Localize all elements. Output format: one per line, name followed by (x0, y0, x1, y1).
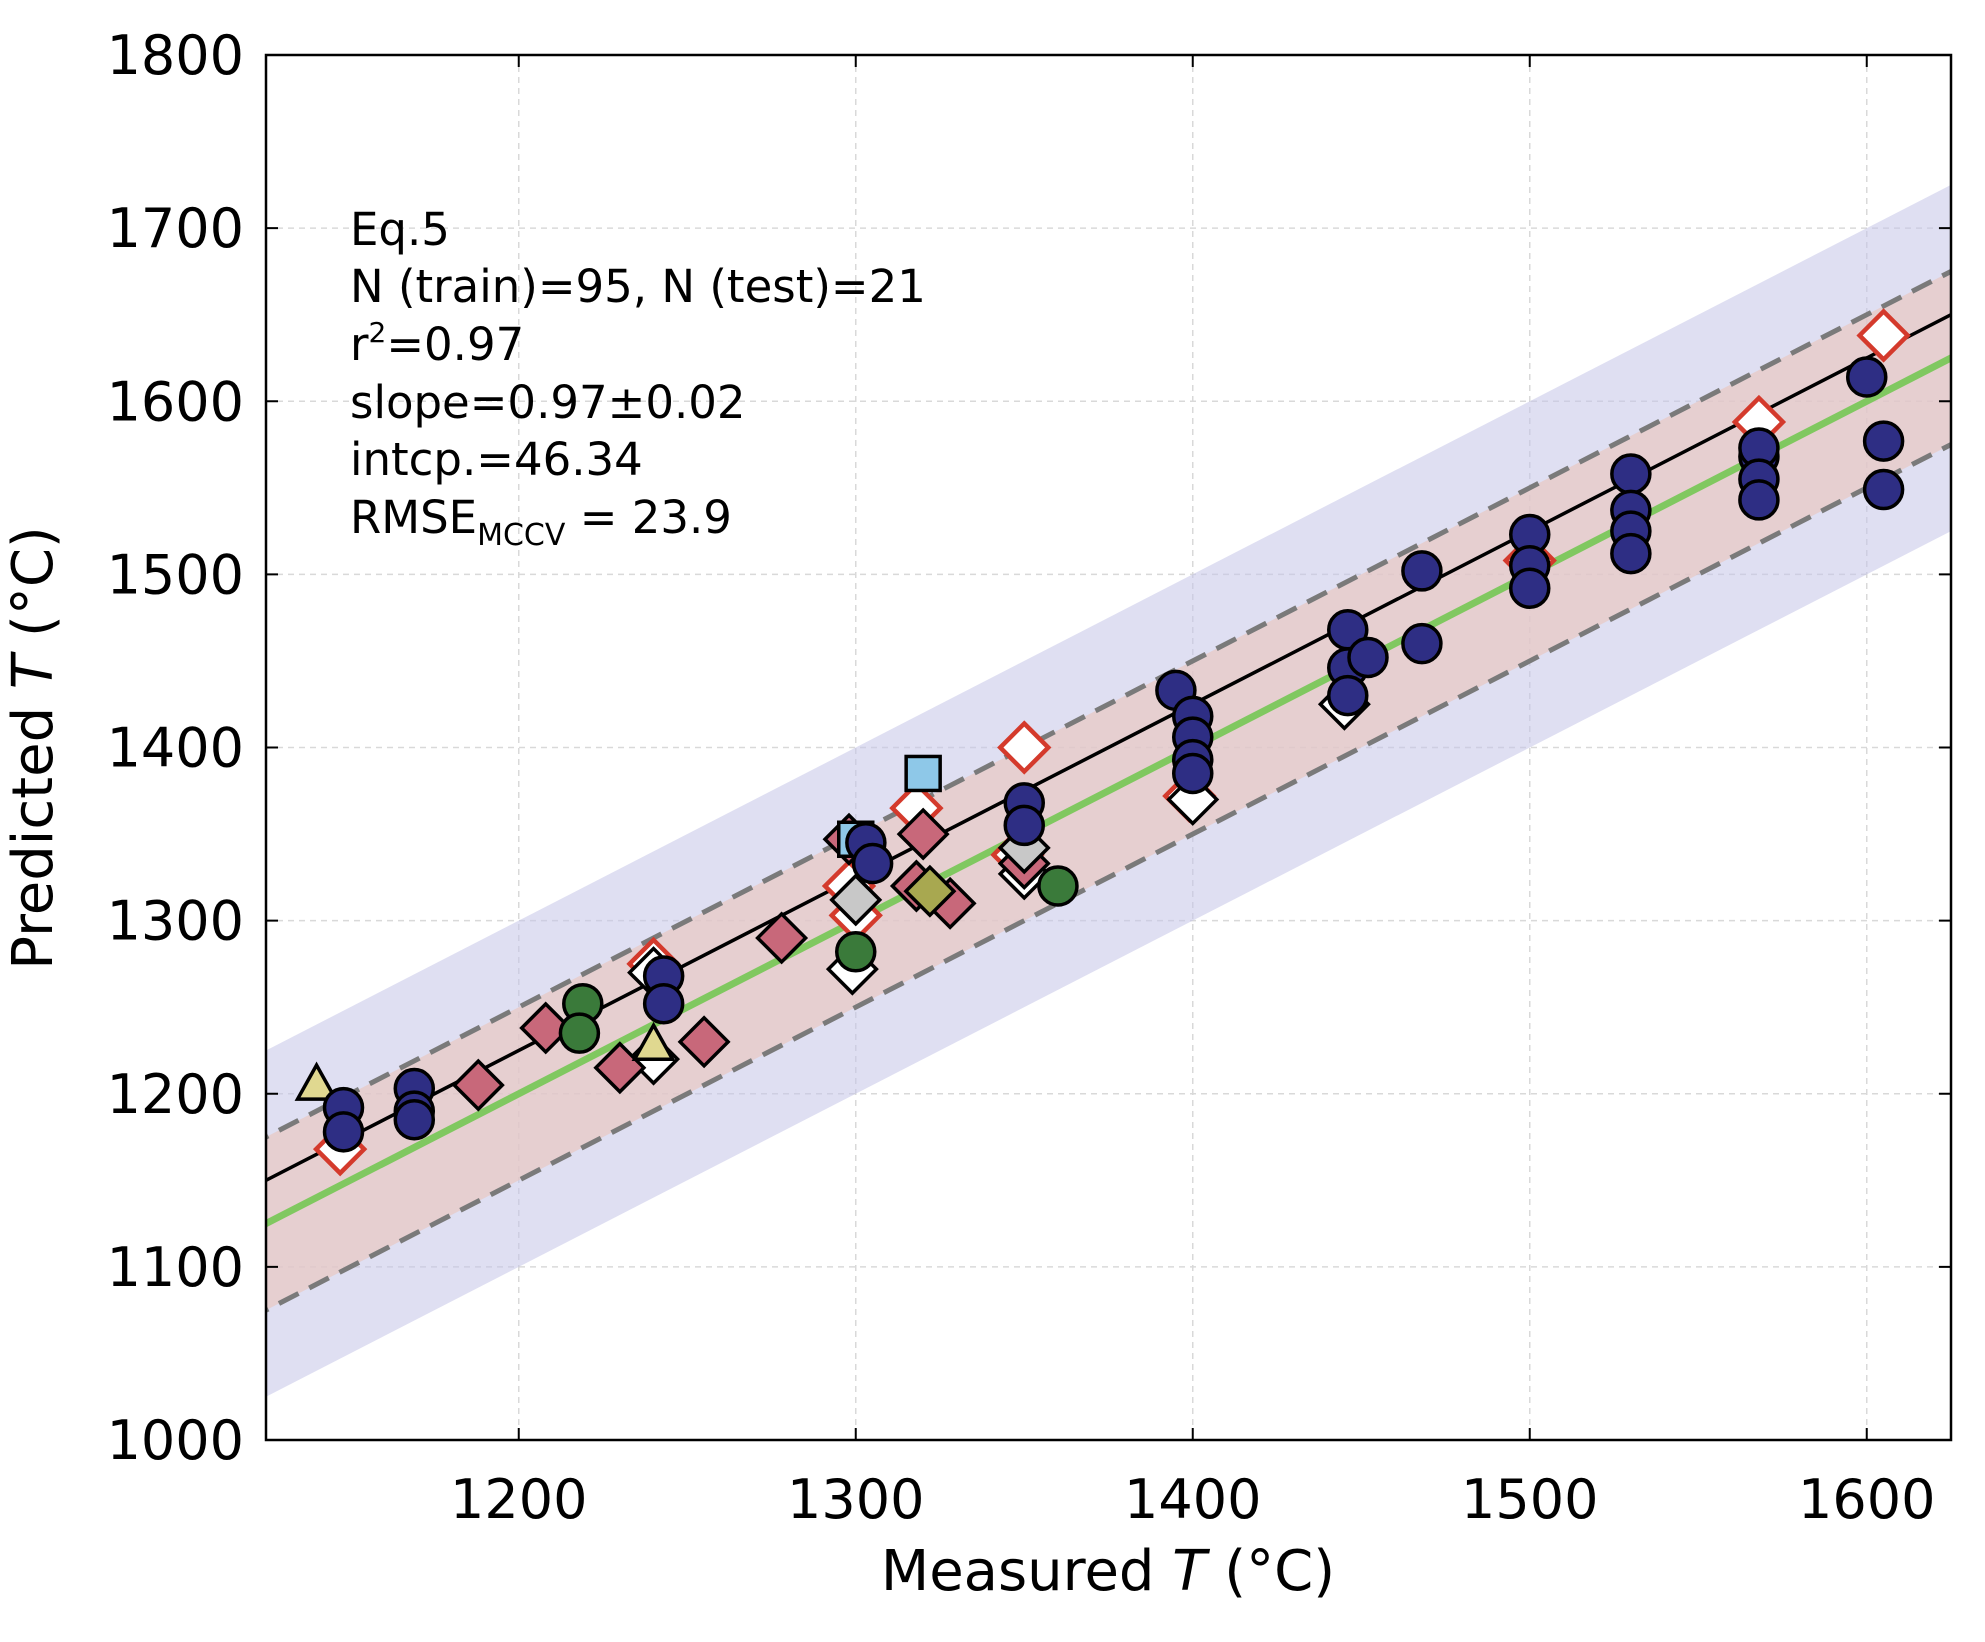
y-tick-label: 1100 (107, 1236, 244, 1299)
data-points (294, 308, 1911, 1177)
y-tick-label: 1200 (107, 1063, 244, 1126)
diamond-marker (997, 720, 1052, 775)
x-axis-title: Measured T (°C) (881, 1539, 1335, 1604)
y-tick-label: 1800 (107, 24, 244, 87)
y-tick-label: 1300 (107, 890, 244, 953)
dashed-bound-line (266, 441, 1951, 1313)
x-tick-label: 1400 (1124, 1468, 1261, 1531)
circle-marker (1862, 420, 1905, 462)
diamond-marker (451, 1058, 505, 1112)
triangle-marker (631, 1021, 676, 1062)
circle-marker (1610, 532, 1652, 575)
circle-marker (322, 1111, 365, 1153)
annotation-equation: Eq.5 (350, 203, 450, 256)
annotation-sample-size: N (train)=95, N (test)=21 (350, 260, 926, 313)
x-tick-label: 1500 (1461, 1468, 1598, 1531)
stats-annotation: Eq.5 N (train)=95, N (test)=21 r2=0.97 s… (350, 203, 926, 553)
annotation-rmse: RMSEMCCV = 23.9 (350, 491, 732, 553)
circle-marker (1172, 752, 1214, 795)
circle-marker (1610, 453, 1652, 495)
diamond-marker (903, 864, 957, 918)
circle-marker (393, 1098, 436, 1141)
circle-marker (1037, 865, 1079, 907)
diamond-marker (755, 911, 809, 965)
annotation-slope: slope=0.97±0.02 (350, 376, 746, 429)
axis-ticks: 1200 1300 1400 1500 1600 1000 1100 1200 1300 1400… (107, 24, 1951, 1531)
circle-marker (558, 1012, 601, 1054)
y-tick-label: 1500 (107, 543, 244, 606)
reference-lines (266, 268, 1951, 1313)
y-axis-title: Predicted T (°C) (1, 526, 66, 970)
x-tick-label: 1600 (1798, 1468, 1935, 1531)
diamond-marker (677, 1015, 731, 1069)
circle-marker (642, 982, 685, 1025)
y-tick-label: 1000 (107, 1409, 244, 1472)
circle-marker (835, 931, 877, 973)
identity-line (266, 354, 1951, 1228)
triangle-marker (294, 1061, 339, 1101)
circle-marker (1003, 804, 1045, 847)
x-tick-label: 1300 (787, 1468, 924, 1531)
circle-marker (1327, 674, 1369, 717)
circle-marker (1846, 356, 1888, 398)
circle-marker (1401, 550, 1443, 592)
circle-marker (1347, 636, 1389, 679)
y-tick-label: 1600 (107, 370, 244, 433)
diamond-marker (1856, 308, 1911, 363)
circle-marker (851, 842, 894, 885)
circle-marker (1401, 622, 1443, 665)
circle-marker (1738, 479, 1780, 521)
x-tick-label: 1200 (450, 1468, 587, 1531)
fit-line (266, 312, 1951, 1183)
annotation-r2: r2=0.97 (350, 316, 524, 371)
dashed-bound-line (266, 268, 1951, 1140)
diamond-marker (829, 873, 883, 927)
y-tick-label: 1700 (107, 197, 244, 260)
diamond-marker (519, 1001, 573, 1055)
annotation-intercept: intcp.=46.34 (350, 433, 643, 486)
circle-marker (1509, 567, 1551, 609)
square-marker (904, 754, 942, 793)
y-tick-label: 1400 (107, 717, 244, 780)
diamond-marker (896, 807, 950, 861)
circle-marker (1862, 468, 1905, 511)
